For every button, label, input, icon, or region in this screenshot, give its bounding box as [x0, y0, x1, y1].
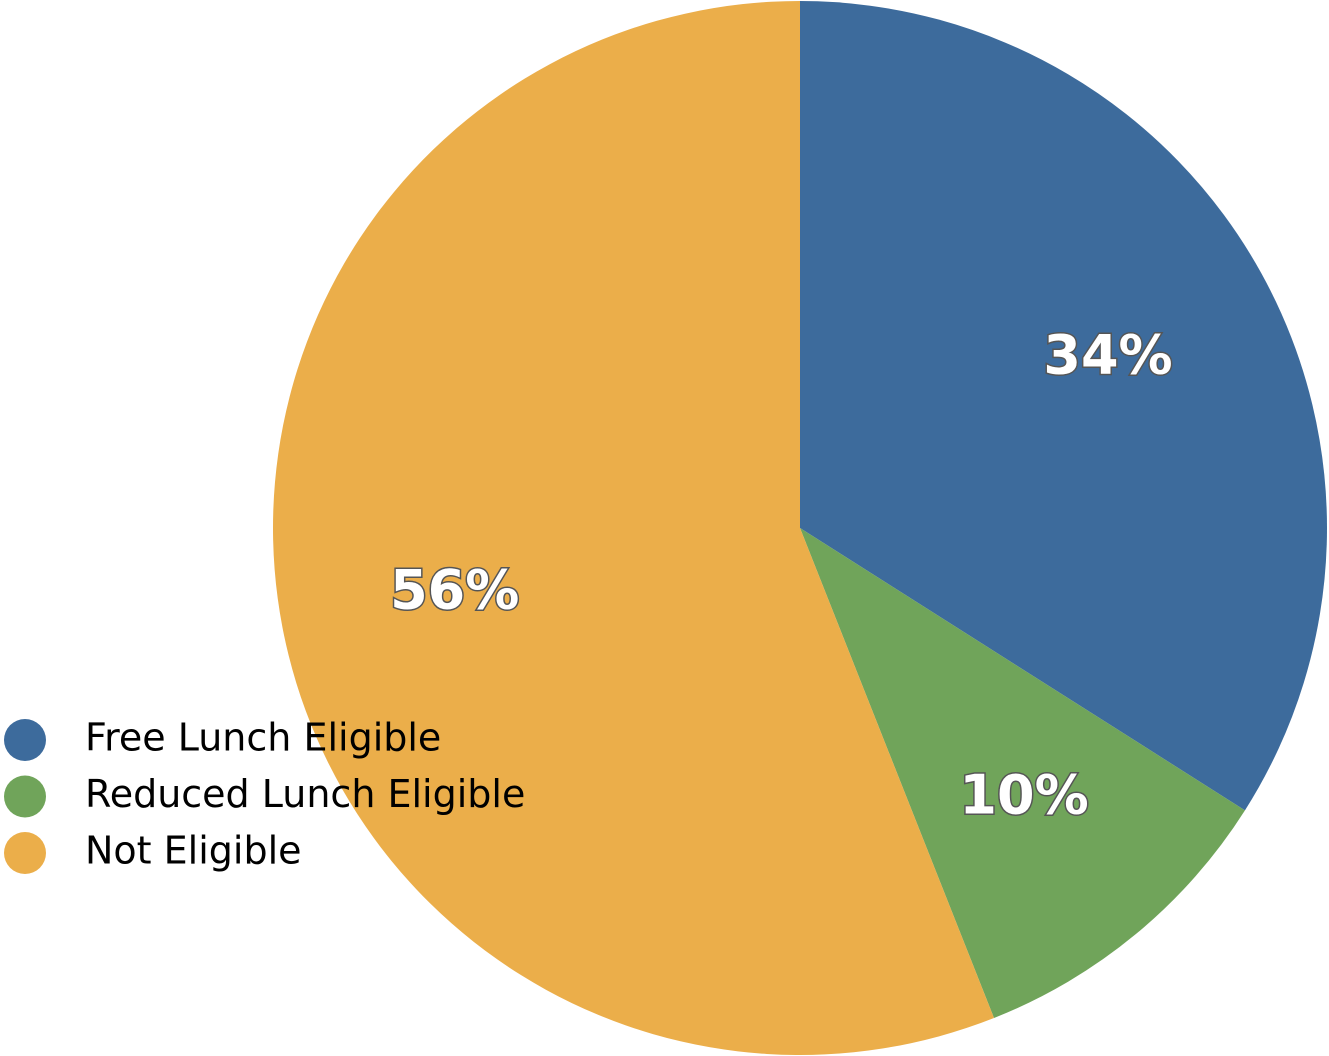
legend-label: Not Eligible: [85, 829, 302, 873]
pie-slice: [800, 528, 1245, 1018]
value-label: 34%: [1043, 323, 1172, 386]
legend-label: Reduced Lunch Eligible: [85, 772, 525, 816]
legend-label: Free Lunch Eligible: [85, 716, 441, 760]
legend-marker: [4, 719, 46, 761]
legend-marker: [4, 832, 46, 874]
legend-marker: [4, 775, 46, 818]
pie-slice: [800, 1, 1327, 811]
pie-slice: [273, 1, 995, 1055]
value-label: 10%: [959, 763, 1088, 826]
value-label: 56%: [390, 559, 519, 622]
